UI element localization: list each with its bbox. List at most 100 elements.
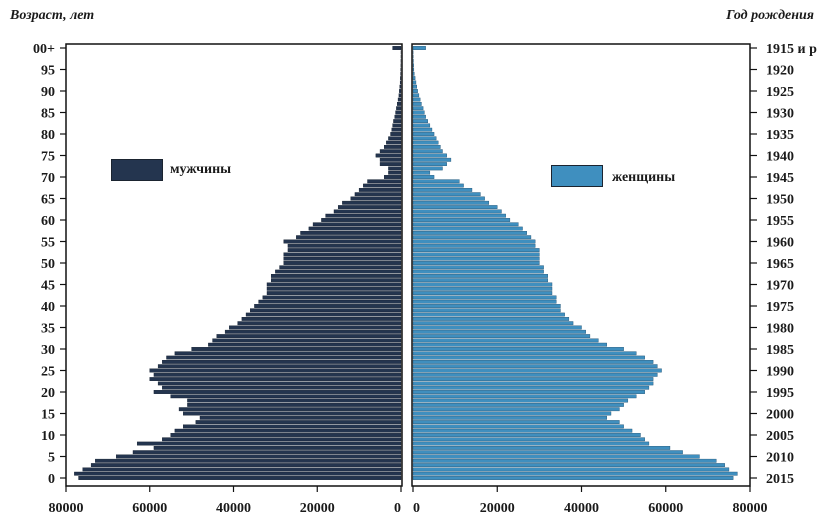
female-bar-age-64 (412, 200, 490, 205)
female-bar-age-62 (412, 209, 502, 214)
male-x-tick-label: 60000 (132, 501, 167, 516)
birth-year-axis-title: Год рождения (726, 8, 814, 23)
male-bar-age-8 (136, 441, 402, 446)
female-bar-age-54 (412, 243, 536, 248)
female-bar-age-61 (412, 213, 506, 218)
legend-female-label: женщины (612, 170, 676, 185)
legend-male-swatch (111, 159, 163, 181)
male-bar-age-54 (287, 243, 402, 248)
female-bar-age-0 (412, 476, 734, 480)
female-bar-age-32 (412, 338, 599, 343)
female-bar-age-18 (412, 398, 629, 403)
birth-year-tick-label: 2000 (766, 408, 794, 423)
female-bar-age-80 (412, 132, 435, 136)
male-bar-age-93 (400, 76, 402, 81)
male-bar-age-59 (312, 222, 402, 227)
male-bar-age-50 (283, 261, 402, 265)
female-bar-age-41 (412, 299, 557, 304)
male-bar-age-32 (212, 338, 402, 343)
female-bar-age-28 (412, 355, 645, 360)
male-bar-age-7 (153, 446, 402, 450)
female-bar-age-35 (412, 325, 582, 330)
female-bar-age-77 (412, 144, 441, 149)
female-bar-age-30 (412, 347, 624, 351)
female-bar-age-55 (412, 239, 536, 244)
male-bar-age-48 (275, 269, 402, 274)
age-tick-label: 90 (41, 85, 55, 100)
male-bar-age-46 (270, 278, 402, 283)
age-tick-label: 65 (41, 193, 55, 208)
female-bar-age-51 (412, 256, 540, 261)
male-bar-age-9 (162, 437, 402, 442)
female-bar-age-75 (412, 153, 447, 158)
female-bar-age-94 (412, 71, 415, 76)
female-bar-age-95 (412, 67, 415, 72)
male-bar-age-70 (384, 175, 402, 179)
male-bar-age-1 (74, 471, 402, 476)
male-bar-age-89 (398, 93, 402, 98)
male-bar-age-18 (187, 398, 402, 403)
female-bar-age-93 (412, 76, 416, 81)
birth-year-tick-label: 1995 (766, 386, 794, 401)
female-bar-age-56 (412, 235, 532, 240)
male-bar-age-17 (187, 403, 402, 407)
female-bar-age-29 (412, 351, 637, 356)
female-bar-age-39 (412, 308, 561, 313)
birth-year-tick-label: 2015 (766, 472, 794, 487)
female-bar-age-78 (412, 140, 439, 145)
male-x-tick-label: 0 (394, 501, 401, 516)
male-bar-age-34 (224, 329, 402, 334)
male-bar-age-39 (250, 308, 402, 313)
female-bar-age-100 (412, 46, 426, 50)
female-bar-age-20 (412, 390, 645, 394)
birth-year-tick-label: 1985 (766, 343, 794, 358)
male-bar-age-71 (388, 170, 402, 175)
female-bar-age-49 (412, 265, 544, 270)
male-bar-age-44 (266, 286, 402, 291)
male-bar-age-56 (296, 235, 402, 240)
birth-year-tick-label: 1975 (766, 300, 794, 315)
male-bar-age-21 (162, 385, 402, 390)
male-x-tick-label: 40000 (216, 501, 251, 516)
male-bar-age-53 (287, 248, 402, 252)
female-bar-age-12 (412, 424, 624, 429)
population-axis: 80000 60000 40000 20000 0 0 20000 40000 60000 800… (49, 486, 768, 516)
female-bar-age-70 (412, 175, 435, 179)
female-bar-age-72 (412, 166, 443, 171)
female-bar-age-11 (412, 428, 633, 433)
age-tick-label: 15 (41, 408, 55, 423)
female-bar-age-6 (412, 450, 683, 455)
age-tick-label: 35 (41, 322, 55, 337)
female-bar-age-59 (412, 222, 519, 227)
female-bar-age-42 (412, 295, 557, 300)
legend-female-swatch (551, 165, 603, 187)
male-bar-age-84 (394, 114, 402, 119)
male-bar-age-63 (337, 205, 402, 209)
female-bar-age-38 (412, 312, 565, 317)
male-bar-age-3 (90, 463, 402, 467)
male-bar-age-38 (245, 312, 402, 317)
male-bar-age-15 (183, 411, 402, 416)
female-bar-age-23 (412, 377, 654, 381)
female-bar-age-86 (412, 106, 424, 111)
female-bar-age-45 (412, 282, 553, 287)
male-bar-age-0 (78, 476, 402, 480)
male-bar-age-41 (258, 299, 402, 304)
male-bar-age-62 (333, 209, 402, 214)
birth-year-tick-label: 1980 (766, 322, 794, 337)
male-bar-age-76 (379, 149, 402, 154)
age-tick-label: 40 (41, 300, 55, 315)
female-x-tick-label: 20000 (480, 501, 515, 516)
male-bar-age-16 (178, 407, 402, 412)
male-bar-age-14 (199, 415, 402, 420)
birth-year-tick-label: 1935 (766, 128, 794, 143)
female-bar-age-69 (412, 179, 460, 184)
female-bar-age-7 (412, 446, 671, 450)
female-bar-age-84 (412, 114, 426, 119)
female-bar-age-83 (412, 119, 428, 124)
male-bar-age-33 (216, 334, 402, 338)
male-bar-age-81 (391, 127, 402, 132)
male-bar-age-75 (375, 153, 402, 158)
female-bar-age-60 (412, 218, 511, 222)
female-bar-age-48 (412, 269, 544, 274)
